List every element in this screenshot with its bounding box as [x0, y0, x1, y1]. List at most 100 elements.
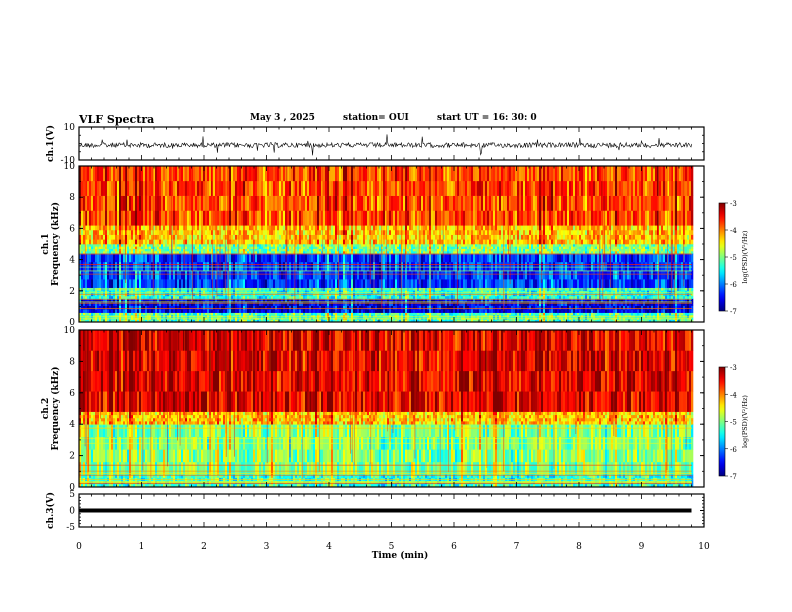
spectrogram-cell	[259, 319, 262, 323]
spectrogram-cell	[223, 180, 226, 196]
spectrogram-cell	[255, 180, 258, 196]
spectrogram-cell	[365, 295, 368, 299]
spectrogram-cell	[405, 180, 408, 196]
spectrogram-cell	[79, 246, 82, 249]
spectrogram-cell	[129, 270, 132, 280]
spectrogram-cell	[367, 314, 370, 318]
spectrogram-cell	[331, 290, 334, 294]
spectrogram-cell	[171, 270, 174, 280]
spectrogram-cell	[211, 210, 214, 226]
spectrogram-cell	[223, 239, 226, 245]
spectrogram-cell	[201, 312, 204, 316]
spectrogram-cell	[229, 234, 232, 240]
spectrogram-cell	[89, 210, 92, 226]
spectrogram-cell	[409, 261, 412, 271]
spectrogram-cell	[159, 166, 162, 182]
y-axis-label-line: ch.1(V)	[45, 125, 56, 162]
spectrogram-cell	[317, 314, 320, 318]
spectrogram-cell	[135, 253, 138, 263]
spectrogram-cell	[335, 234, 338, 240]
spectrogram-cell	[137, 251, 140, 254]
spectrogram-cell	[139, 195, 142, 211]
spectrogram-cell	[303, 244, 306, 247]
spectrogram-cell	[209, 314, 212, 318]
spectrogram-cell	[391, 309, 394, 313]
spectrogram-cell	[395, 279, 398, 288]
spectrogram-cell	[85, 279, 88, 288]
spectrogram-cell	[385, 309, 388, 313]
spectrogram-cell	[105, 239, 108, 245]
spectrogram-cell	[105, 305, 108, 310]
spectrogram-cell	[109, 319, 112, 323]
spectrogram-cell	[97, 234, 100, 240]
spectrogram-cell	[103, 234, 106, 240]
spectrogram-cell	[109, 290, 112, 294]
spectrogram-cell	[243, 312, 246, 316]
spectrogram-cell	[201, 270, 204, 280]
spectrogram-cell	[121, 195, 124, 211]
spectrogram-cell	[255, 166, 258, 182]
spectrogram-cell	[91, 225, 94, 231]
spectrogram-cell	[229, 319, 232, 323]
spectrogram-cell	[243, 290, 246, 294]
spectrogram-cell	[227, 305, 230, 310]
spectrogram-cell	[187, 298, 190, 303]
spectrogram-cell	[243, 246, 246, 249]
spectrogram-cell	[113, 225, 116, 231]
spectrogram-cell	[343, 298, 346, 303]
spectrogram-cell	[353, 251, 356, 254]
spectrogram-cell	[353, 180, 356, 196]
spectrogram-cell	[261, 305, 264, 310]
spectrogram-cell	[113, 234, 116, 240]
spectrogram-cell	[325, 210, 328, 226]
spectrogram-cell	[301, 302, 304, 306]
spectrogram-cell	[411, 180, 414, 196]
spectrogram-cell	[223, 246, 226, 249]
spectrogram-cell	[127, 248, 130, 252]
spectrogram-cell	[277, 229, 280, 235]
spectrogram-cell	[153, 314, 156, 318]
spectrogram-cell	[307, 246, 310, 249]
spectrogram-cell	[233, 251, 236, 254]
spectrogram-cell	[397, 180, 400, 196]
spectrogram-cell	[375, 270, 378, 280]
spectrogram-cell	[157, 166, 160, 182]
spectrogram-cell	[101, 305, 104, 310]
spectrogram-cell	[347, 195, 350, 211]
spectrogram-cell	[333, 210, 336, 226]
spectrogram-cell	[95, 290, 98, 294]
spectrogram-cell	[313, 270, 316, 280]
spectrogram-cell	[149, 210, 152, 226]
spectrogram-cell	[301, 234, 304, 240]
spectrogram-cell	[149, 244, 152, 247]
spectrogram-cell	[359, 309, 362, 313]
spectrogram-cell	[353, 295, 356, 299]
spectrogram-cell	[215, 312, 218, 316]
spectrogram-cell	[93, 305, 96, 310]
spectrogram-cell	[153, 261, 156, 271]
spectrogram-cell	[89, 229, 92, 235]
spectrogram-cell	[287, 290, 290, 294]
spectrogram-cell	[81, 261, 84, 271]
spectrogram-cell	[251, 312, 254, 316]
spectrogram-cell	[95, 298, 98, 303]
spectrogram-cell	[93, 319, 96, 323]
spectrogram-cell	[415, 261, 418, 271]
spectrogram-cell	[321, 270, 324, 280]
spectrogram-cell	[107, 210, 110, 226]
spectrogram-cell	[187, 251, 190, 254]
spectrogram-cell	[241, 270, 244, 280]
spectrogram-cell	[375, 314, 378, 318]
spectrogram-cell	[123, 305, 126, 310]
spectrogram-cell	[229, 270, 232, 280]
spectrogram-cell	[199, 290, 202, 294]
spectrogram-cell	[97, 239, 100, 245]
spectrogram-cell	[397, 261, 400, 271]
spectrogram-cell	[109, 251, 112, 254]
spectrogram-cell	[417, 298, 420, 303]
spectrogram-cell	[301, 239, 304, 245]
spectrogram-cell	[279, 314, 282, 318]
spectrogram-cell	[305, 244, 308, 247]
spectrogram-cell	[351, 295, 354, 299]
spectrogram-cell	[407, 248, 410, 252]
